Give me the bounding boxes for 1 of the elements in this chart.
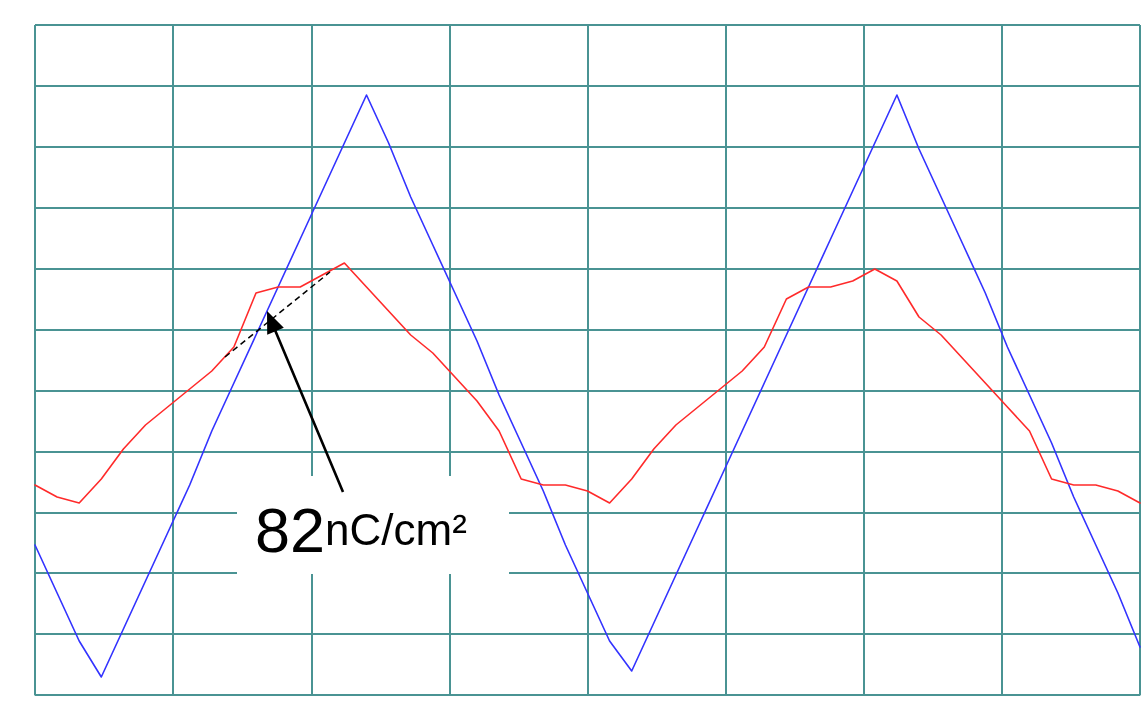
annotation: 82nC/cm² [255,494,467,565]
